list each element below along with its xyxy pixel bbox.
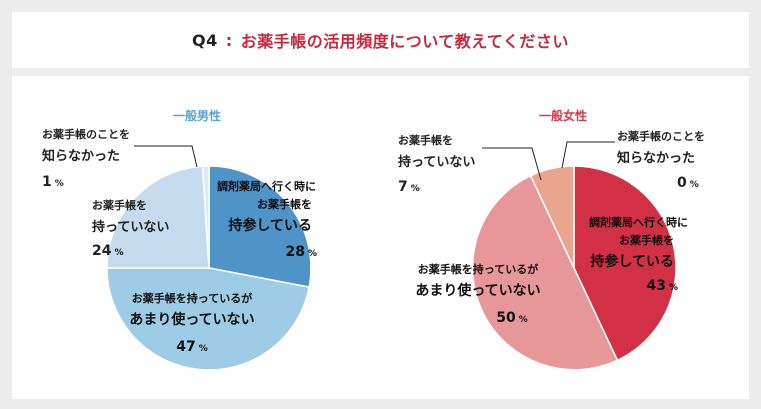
- female-rarely-pct: 50: [496, 310, 516, 326]
- male-label-rarely: お薬手帳を持っているが あまり使っていない 47%: [129, 291, 254, 355]
- female-none-unit: %: [411, 184, 420, 194]
- question-number: Q4: [192, 30, 218, 50]
- male-label-none: お薬手帳を 持っていない 24%: [92, 198, 169, 259]
- male-none-line2: 持っていない: [92, 219, 169, 235]
- female-label-unaware: お薬手帳のことを 知らなかった 0%: [617, 129, 705, 191]
- male-carry-line1: 調剤薬局へ行く時に: [217, 179, 316, 193]
- male-label-unaware: お薬手帳のことを 知らなかった 1%: [42, 127, 130, 190]
- male-carry-line2: お薬手帳を: [257, 197, 312, 211]
- male-unaware-pct: 1: [42, 174, 52, 190]
- female-label-none: お薬手帳を 持っていない 7%: [398, 133, 475, 195]
- female-slice-rarely: [471, 174, 619, 371]
- svg-text:47%: 47%: [176, 339, 208, 355]
- female-rarely-unit: %: [519, 315, 528, 325]
- female-pie: [471, 165, 677, 371]
- female-carry-line2: お薬手帳を: [619, 233, 674, 247]
- female-unaware-line2: 知らなかった: [617, 150, 695, 166]
- female-none-pct: 7: [398, 179, 408, 195]
- svg-text:1%: 1%: [42, 174, 64, 190]
- female-none-line2: 持っていない: [398, 154, 475, 170]
- female-slice-carry: [573, 165, 677, 362]
- question-separator: :: [225, 30, 233, 50]
- male-rarely-line1: お薬手帳を持っているが: [132, 291, 252, 305]
- female-unaware-leader-line: [561, 141, 615, 169]
- female-rarely-line1: お薬手帳を持っているが: [418, 262, 538, 276]
- male-carry-line3: 持参している: [228, 217, 312, 234]
- female-carry-line3: 持参している: [590, 253, 674, 270]
- male-unaware-line2: 知らなかった: [42, 148, 120, 164]
- female-carry-pct: 43: [646, 278, 665, 294]
- male-none-line1: お薬手帳を: [92, 198, 147, 212]
- female-label-rarely: お薬手帳を持っているが あまり使っていない 50%: [415, 262, 540, 326]
- male-none-pct: 24: [92, 243, 112, 259]
- male-slice-carry: [208, 165, 312, 288]
- female-rarely-line2: あまり使っていない: [415, 282, 540, 299]
- male-unaware-unit: %: [55, 179, 64, 189]
- male-unaware-line1: お薬手帳のことを: [42, 127, 130, 141]
- female-unaware-pct: 0: [677, 175, 687, 191]
- question-text: お薬手帳の活用頻度について教えてください: [240, 32, 569, 51]
- female-slice-none: [529, 165, 575, 269]
- male-slice-unaware: [201, 165, 210, 269]
- female-none-leader-line: [482, 147, 542, 181]
- male-carry-unit: %: [308, 249, 317, 259]
- male-pie: [106, 165, 312, 371]
- question-header: Q4 : お薬手帳の活用頻度について教えてください: [12, 12, 749, 68]
- male-rarely-pct: 47: [176, 339, 195, 355]
- pie-charts-svg: 一般男性 一般女性 お薬手帳のことを 知らなかった 1% お薬手帳を 持っていな…: [42, 108, 705, 371]
- female-unaware-unit: %: [690, 180, 699, 190]
- svg-text:0%: 0%: [677, 175, 699, 191]
- svg-text:7%: 7%: [398, 179, 420, 195]
- female-label-carry: 調剤薬局へ行く時に お薬手帳を 持参している 43%: [589, 215, 688, 294]
- svg-text:50%: 50%: [496, 310, 528, 326]
- female-unaware-line1: お薬手帳のことを: [617, 129, 705, 143]
- male-slice-rarely: [106, 267, 311, 371]
- male-unaware-leader-line: [134, 145, 198, 168]
- male-slice-none: [106, 165, 210, 269]
- female-chart-title: 一般女性: [539, 108, 587, 123]
- male-carry-pct: 28: [285, 244, 304, 260]
- male-rarely-line2: あまり使っていない: [129, 311, 254, 328]
- female-carry-unit: %: [669, 283, 678, 293]
- male-label-carry: 調剤薬局へ行く時に お薬手帳を 持参している 28%: [217, 179, 317, 260]
- male-rarely-unit: %: [199, 344, 208, 354]
- chart-panel: 一般男性 一般女性 お薬手帳のことを 知らなかった 1% お薬手帳を 持っていな…: [12, 76, 749, 399]
- svg-text:28%: 28%: [285, 244, 317, 260]
- male-none-unit: %: [114, 248, 123, 258]
- svg-text:24%: 24%: [92, 243, 124, 259]
- male-chart-title: 一般男性: [173, 108, 221, 123]
- female-none-line1: お薬手帳を: [398, 133, 453, 147]
- svg-text:43%: 43%: [646, 278, 678, 294]
- female-carry-line1: 調剤薬局へ行く時に: [589, 215, 688, 229]
